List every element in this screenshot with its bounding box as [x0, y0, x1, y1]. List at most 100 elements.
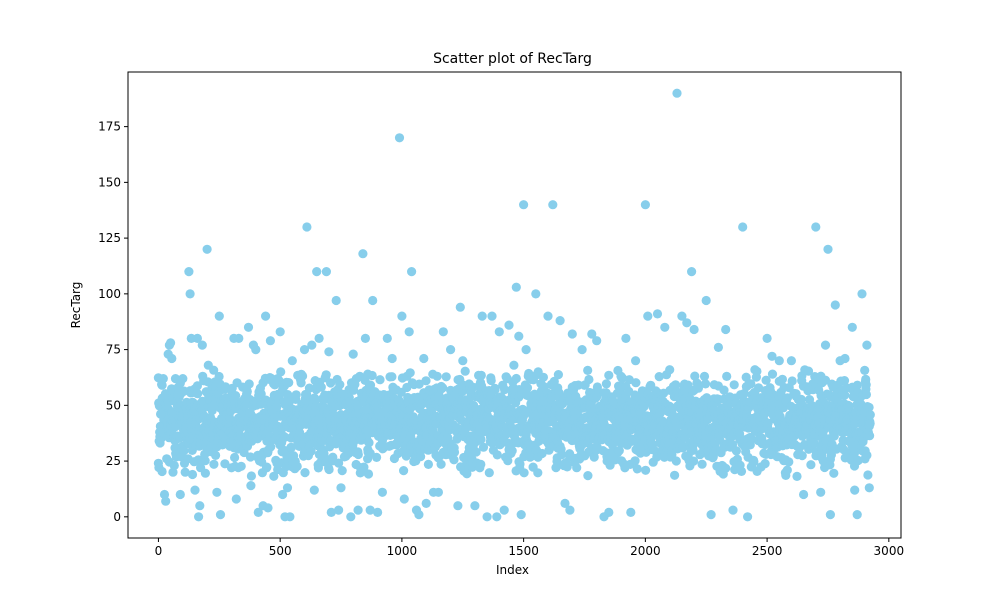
data-point [373, 507, 383, 517]
data-point [414, 379, 424, 389]
data-point [478, 442, 489, 452]
data-point [852, 509, 862, 520]
data-point [471, 447, 481, 457]
x-tick-label: 1500 [508, 544, 539, 558]
data-point [700, 379, 711, 389]
data-point [557, 449, 567, 460]
data-point [803, 366, 814, 376]
data-point [490, 385, 500, 395]
data-point [187, 469, 198, 480]
data-point [326, 507, 336, 517]
data-point [316, 382, 326, 392]
data-point [336, 483, 346, 493]
data-point [746, 379, 756, 389]
data-point [504, 320, 514, 330]
data-point [353, 449, 363, 460]
data-point [212, 487, 222, 497]
data-point [414, 509, 424, 520]
data-point [153, 458, 163, 468]
y-tick-label: 125 [98, 231, 121, 245]
data-point [616, 371, 626, 381]
data-point [434, 391, 444, 401]
data-point [721, 324, 731, 335]
data-point [404, 327, 414, 337]
data-point [446, 345, 456, 355]
ticks-layer: 0 500 1000 1500 2000 2500 3000 0 25 50 75 100 125 150… [98, 120, 904, 558]
data-point [721, 463, 731, 473]
data-point [273, 374, 283, 384]
data-point [761, 375, 771, 385]
data-point [310, 395, 321, 405]
data-point [577, 345, 587, 355]
data-point [306, 446, 316, 456]
data-point [572, 463, 582, 473]
data-point [543, 311, 553, 321]
data-point [302, 222, 312, 232]
data-point [671, 456, 681, 466]
data-point [236, 461, 246, 471]
data-point [286, 442, 296, 453]
x-tick-label: 0 [155, 544, 163, 558]
data-point [687, 267, 697, 277]
data-point [284, 378, 294, 388]
x-tick-label: 2500 [752, 544, 783, 558]
data-point [533, 367, 543, 377]
data-point [402, 382, 412, 393]
data-point [214, 371, 224, 382]
data-point [436, 459, 446, 469]
data-point [690, 371, 700, 381]
data-point [665, 365, 675, 375]
data-point [697, 459, 707, 469]
data-point [298, 371, 308, 381]
data-point [537, 448, 547, 459]
data-point [307, 340, 317, 350]
data-point [269, 471, 279, 481]
data-point [166, 338, 176, 348]
y-tick-label: 100 [98, 287, 121, 301]
x-tick-label: 1000 [387, 544, 418, 558]
data-point [363, 369, 373, 379]
data-point [261, 311, 271, 321]
data-point [291, 390, 301, 400]
data-point [852, 380, 863, 390]
y-tick-label: 175 [98, 120, 121, 134]
data-point [285, 512, 295, 522]
data-point [749, 457, 759, 467]
data-point [672, 88, 682, 98]
data-point [482, 512, 492, 522]
data-point [180, 467, 190, 477]
data-point [621, 333, 631, 343]
data-point [300, 468, 310, 478]
data-point [220, 459, 230, 469]
data-point [492, 450, 502, 460]
data-point [455, 302, 465, 312]
data-point [760, 459, 770, 469]
points-layer [153, 88, 875, 522]
data-point [516, 509, 526, 520]
data-point [278, 489, 288, 500]
data-point [579, 380, 590, 390]
data-point [331, 295, 341, 306]
data-point [630, 456, 640, 466]
data-point [811, 222, 821, 232]
data-point [346, 512, 356, 522]
x-tick-label: 3000 [874, 544, 905, 558]
data-point [358, 249, 368, 259]
data-point [399, 494, 409, 504]
data-point [292, 461, 302, 471]
data-point [197, 340, 207, 350]
data-point [614, 446, 624, 456]
data-point [194, 512, 204, 522]
data-point [792, 471, 802, 481]
data-point [242, 386, 252, 397]
data-point [365, 505, 375, 515]
data-point [777, 374, 788, 384]
data-point [337, 466, 347, 476]
data-point [200, 449, 210, 459]
data-point [470, 501, 480, 511]
x-axis-label: Index [496, 563, 529, 577]
data-point [829, 468, 839, 478]
data-point [353, 505, 363, 515]
data-point [639, 402, 649, 412]
data-point [432, 371, 442, 381]
